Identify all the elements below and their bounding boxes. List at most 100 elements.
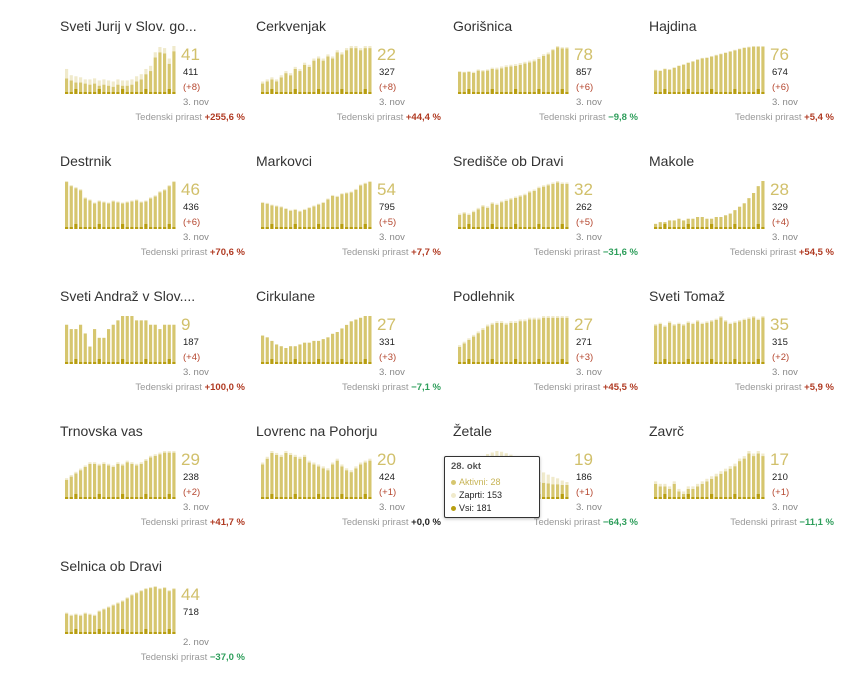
closed-bar[interactable]: [560, 480, 564, 485]
active-bar[interactable]: [691, 324, 695, 364]
active-bar[interactable]: [682, 64, 686, 94]
closed-bar[interactable]: [565, 316, 569, 318]
closed-bar[interactable]: [331, 462, 335, 465]
closed-bar[interactable]: [700, 481, 704, 484]
active-bar[interactable]: [265, 458, 269, 499]
active-bar[interactable]: [733, 466, 737, 499]
closed-bar[interactable]: [107, 80, 111, 86]
active-bar[interactable]: [307, 342, 311, 364]
closed-bar[interactable]: [158, 588, 162, 590]
closed-bar[interactable]: [116, 602, 120, 604]
closed-bar[interactable]: [265, 456, 269, 459]
closed-bar[interactable]: [149, 65, 153, 72]
active-bar[interactable]: [88, 463, 92, 499]
closed-bar[interactable]: [733, 321, 737, 323]
active-bar[interactable]: [270, 205, 274, 229]
closed-bar[interactable]: [345, 468, 349, 471]
active-bar[interactable]: [289, 346, 293, 364]
active-cases-bar-chart[interactable]: [654, 451, 766, 499]
active-bar[interactable]: [74, 614, 78, 634]
closed-bar[interactable]: [682, 324, 686, 326]
active-bar[interactable]: [111, 86, 115, 94]
closed-bar[interactable]: [74, 471, 78, 474]
active-bar[interactable]: [742, 47, 746, 94]
active-bar[interactable]: [317, 204, 321, 229]
active-bar[interactable]: [556, 484, 560, 499]
closed-bar[interactable]: [317, 203, 321, 205]
active-bar[interactable]: [509, 322, 513, 364]
active-bar[interactable]: [672, 67, 676, 94]
active-cases-bar-chart[interactable]: [261, 451, 373, 499]
active-cases-bar-chart[interactable]: [65, 46, 177, 94]
closed-bar[interactable]: [691, 486, 695, 489]
active-bar[interactable]: [93, 615, 97, 634]
closed-bar[interactable]: [565, 482, 569, 485]
active-bar[interactable]: [696, 321, 700, 364]
closed-bar[interactable]: [486, 69, 490, 71]
closed-bar[interactable]: [125, 597, 129, 599]
closed-bar[interactable]: [546, 52, 550, 55]
closed-bar[interactable]: [756, 318, 760, 320]
closed-bar[interactable]: [307, 64, 311, 67]
active-bar[interactable]: [733, 50, 737, 94]
active-bar[interactable]: [472, 72, 476, 94]
closed-bar[interactable]: [663, 325, 667, 327]
active-bar[interactable]: [710, 321, 714, 364]
active-bar[interactable]: [331, 58, 335, 94]
active-cases-bar-chart[interactable]: [654, 316, 766, 364]
closed-bar[interactable]: [728, 466, 732, 469]
closed-bar[interactable]: [69, 614, 73, 616]
active-bar[interactable]: [514, 65, 518, 94]
active-bar[interactable]: [116, 202, 120, 229]
closed-bar[interactable]: [551, 316, 555, 318]
active-bar[interactable]: [691, 61, 695, 94]
closed-bar[interactable]: [472, 71, 476, 73]
active-bar[interactable]: [270, 340, 274, 364]
active-bar[interactable]: [752, 193, 756, 229]
closed-bar[interactable]: [158, 47, 162, 53]
closed-bar[interactable]: [270, 77, 274, 80]
active-bar[interactable]: [69, 80, 73, 94]
active-bar[interactable]: [714, 476, 718, 499]
active-bar[interactable]: [74, 329, 78, 364]
active-bar[interactable]: [500, 202, 504, 229]
active-bar[interactable]: [167, 186, 171, 229]
closed-bar[interactable]: [144, 459, 148, 461]
active-bar[interactable]: [102, 337, 106, 364]
active-bar[interactable]: [139, 320, 143, 364]
active-bar[interactable]: [747, 198, 751, 229]
active-bar[interactable]: [135, 200, 139, 229]
active-bar[interactable]: [88, 200, 92, 229]
active-bar[interactable]: [279, 346, 283, 364]
closed-bar[interactable]: [724, 52, 728, 53]
active-bar[interactable]: [658, 324, 662, 364]
active-bar[interactable]: [682, 493, 686, 499]
active-bar[interactable]: [275, 206, 279, 229]
closed-bar[interactable]: [518, 62, 522, 65]
active-bar[interactable]: [172, 324, 176, 364]
active-cases-bar-chart[interactable]: [65, 181, 177, 229]
active-bar[interactable]: [312, 340, 316, 364]
closed-bar[interactable]: [130, 200, 134, 202]
closed-bar[interactable]: [752, 316, 756, 318]
closed-bar[interactable]: [298, 210, 302, 212]
active-bar[interactable]: [705, 322, 709, 364]
closed-bar[interactable]: [88, 199, 92, 201]
closed-bar[interactable]: [542, 472, 546, 483]
active-bar[interactable]: [74, 82, 78, 94]
closed-bar[interactable]: [682, 64, 686, 65]
municipality-card[interactable]: Hajdina 76 674 (+6) 3. nov Tedenski prirast +…: [649, 18, 834, 143]
closed-bar[interactable]: [345, 48, 349, 51]
active-bar[interactable]: [363, 462, 367, 499]
closed-bar[interactable]: [696, 483, 700, 487]
closed-bar[interactable]: [163, 48, 167, 54]
active-bar[interactable]: [130, 316, 134, 364]
active-bar[interactable]: [153, 455, 157, 499]
active-bar[interactable]: [270, 452, 274, 499]
active-bar[interactable]: [284, 452, 288, 499]
active-bar[interactable]: [714, 217, 718, 229]
closed-bar[interactable]: [532, 189, 536, 191]
closed-bar[interactable]: [88, 613, 92, 615]
active-bar[interactable]: [728, 468, 732, 499]
active-bar[interactable]: [490, 68, 494, 94]
